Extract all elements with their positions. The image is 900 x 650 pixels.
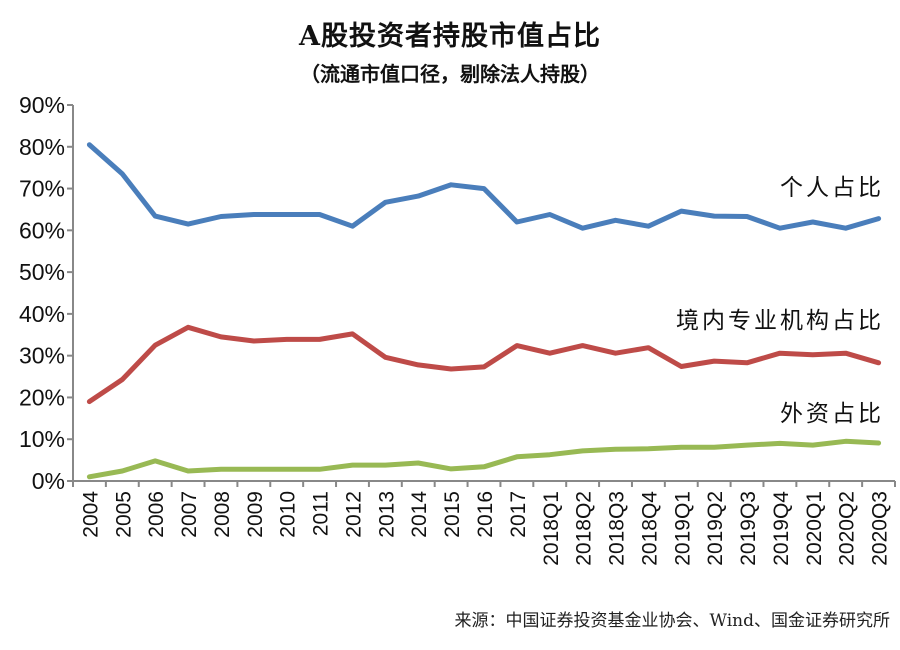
x-tick-label: 2012 <box>342 491 365 538</box>
series-label-0: 个人占比 <box>780 175 884 201</box>
x-tick-label: 2011 <box>310 491 333 536</box>
series-line-2 <box>86 438 882 480</box>
x-tick-label: 2019Q2 <box>704 491 727 566</box>
y-tick-label: 40% <box>19 301 65 327</box>
x-tick-label: 2019Q1 <box>671 491 694 566</box>
y-tick-label: 50% <box>19 259 65 285</box>
chart-subtitle: （流通市值口径，剔除法人持股） <box>300 62 600 86</box>
series-label-1: 境内专业机构占比 <box>676 308 884 334</box>
y-tick-label: 70% <box>19 176 65 202</box>
chart-title: A股投资者持股市值占比 <box>299 21 601 52</box>
y-axis: 0% 10% 20% 30% 40% 50% 60% 70% 80% 90% <box>19 92 74 494</box>
y-tick-label: 20% <box>19 384 65 410</box>
y-tick-label: 80% <box>19 134 65 160</box>
x-tick-label: 2019Q4 <box>770 491 793 566</box>
x-tick-label: 2018Q3 <box>606 491 629 566</box>
x-tick-label: 2010 <box>277 491 300 538</box>
series-label-2: 外资占比 <box>780 401 884 427</box>
series-lines <box>86 142 882 480</box>
x-tick-label: 2017 <box>507 491 530 538</box>
x-axis: 2004 2005 2006 2007 2008 2009 2010 2011 2012 2013… <box>72 480 896 566</box>
x-tick-label: 2018Q2 <box>573 491 596 566</box>
x-tick-label: 2018Q4 <box>638 491 661 566</box>
x-tick-label: 2019Q3 <box>737 491 760 566</box>
x-tick-label: 2020Q1 <box>803 491 826 566</box>
x-tick-label: 2018Q1 <box>540 491 563 566</box>
source-note: 来源：中国证券投资基金业协会、Wind、国金证券研究所 <box>454 611 890 631</box>
y-tick-label: 30% <box>19 343 65 369</box>
x-tick-label: 2005 <box>112 491 135 538</box>
x-tick-label: 2009 <box>244 491 267 538</box>
x-tick-label: 2006 <box>145 491 168 538</box>
series-line-1 <box>86 324 882 405</box>
y-tick-label: 10% <box>19 426 65 452</box>
y-tick-label: 60% <box>19 217 65 243</box>
x-tick-label: 2020Q3 <box>869 491 892 566</box>
y-tick-label: 90% <box>19 92 65 118</box>
y-tick-label: 0% <box>32 468 65 494</box>
series-line-0 <box>86 142 882 231</box>
x-tick-label: 2013 <box>375 491 398 538</box>
x-tick-label: 2007 <box>178 491 201 538</box>
x-tick-label: 2015 <box>441 491 464 538</box>
x-tick-label: 2016 <box>474 491 497 538</box>
x-tick-label: 2008 <box>211 491 234 538</box>
x-tick-label: 2020Q2 <box>836 491 859 566</box>
x-tick-label: 2014 <box>408 491 431 538</box>
x-tick-label: 2004 <box>79 491 102 538</box>
